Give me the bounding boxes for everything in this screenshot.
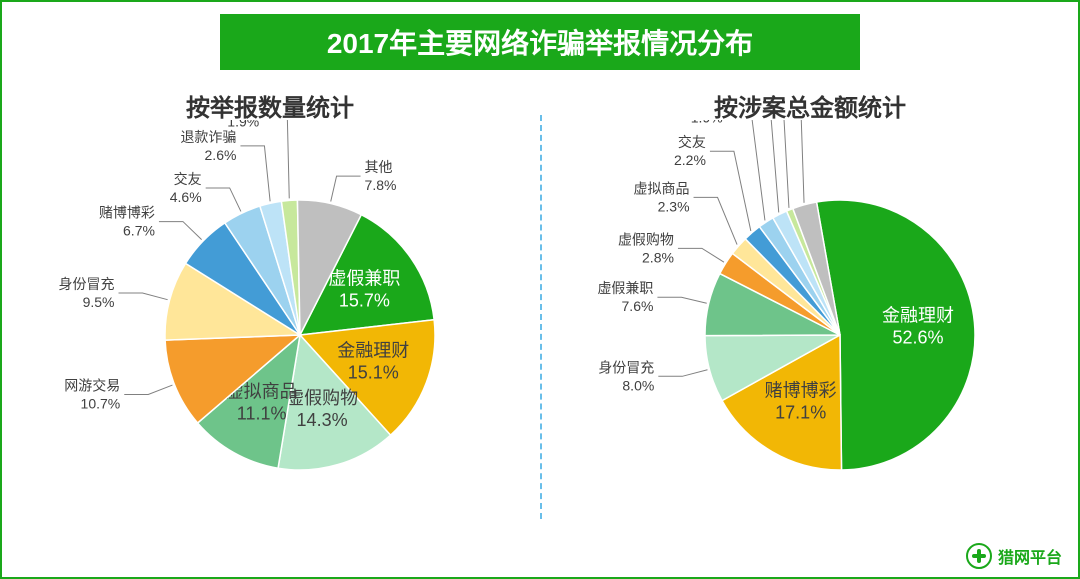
right-pie-chart: 金融理财52.6% 赌博博彩17.1% 身份冒充 8.0% 虚假兼职 7.6% 虚假购物 2.… — [540, 120, 1080, 530]
slice-pct: 7.8% — [365, 177, 397, 193]
slice-label: 交友 — [174, 171, 202, 187]
leader-line — [331, 176, 361, 201]
slice-pct: 7.6% — [622, 298, 654, 314]
leader-line — [743, 120, 779, 212]
slice-pct: 2.8% — [642, 249, 674, 265]
leader-line — [159, 222, 202, 240]
slice-label-inside: 金融理财 — [882, 306, 954, 326]
brand-name: 猎网平台 — [998, 544, 1062, 568]
slice-pct: 2.2% — [674, 152, 706, 168]
slice-pct: 2.6% — [205, 147, 237, 163]
leader-line — [240, 146, 270, 201]
slice-pct: 4.6% — [170, 189, 202, 205]
slice-label: 身份冒充 — [598, 359, 654, 375]
left-chart-zone: 虚假兼职15.7%金融理财15.1%虚假购物14.3%虚拟商品11.1%网游交易… — [0, 120, 540, 529]
slice-pct: 9.5% — [83, 294, 115, 310]
slice-label: 交友 — [678, 134, 706, 150]
left-subtitle: 按举报数量统计 — [0, 88, 540, 123]
leader-line — [119, 293, 168, 300]
slice-pct: 1.9% — [691, 120, 723, 126]
left-pie-chart: 虚假兼职15.7%金融理财15.1%虚假购物14.3%虚拟商品11.1%网游交易… — [0, 120, 540, 530]
slice-label-inside: 虚假兼职 — [328, 268, 400, 288]
slice-label: 虚拟商品 — [634, 180, 690, 196]
leader-line — [657, 297, 706, 303]
page-title: 2017年主要网络诈骗举报情况分布 — [220, 14, 860, 70]
leader-line — [206, 188, 241, 211]
slice-pct: 1.9% — [227, 120, 259, 130]
slice-pct-inside: 15.1% — [348, 363, 399, 383]
leader-line — [710, 151, 751, 231]
leader-line — [658, 370, 707, 377]
right-chart-zone: 金融理财52.6% 赌博博彩17.1% 身份冒充 8.0% 虚假兼职 7.6% 虚假购物 2.… — [540, 120, 1080, 529]
slice-label-inside: 金融理财 — [337, 341, 409, 361]
slice-pct: 6.7% — [123, 223, 155, 239]
slice-pct-inside: 11.1% — [237, 403, 287, 423]
leader-line — [124, 385, 172, 394]
slice-label: 退款诈骗 — [180, 129, 236, 145]
brand-logo-icon — [966, 543, 992, 569]
slice-pct-inside: 52.6% — [892, 328, 943, 348]
brand-logo: 猎网平台 — [966, 543, 1062, 569]
slice-label: 网游交易 — [64, 378, 120, 394]
leader-line — [263, 120, 289, 198]
slice-pct: 2.3% — [658, 198, 690, 214]
slice-pct: 8.0% — [622, 377, 654, 393]
leader-line — [678, 248, 724, 262]
slice-label: 身份冒充 — [59, 276, 115, 292]
slice-label: 赌博博彩 — [99, 205, 155, 221]
leader-line — [694, 197, 738, 244]
leader-line — [773, 120, 804, 203]
slice-pct-inside: 14.3% — [297, 410, 348, 430]
slice-label: 虚假购物 — [618, 231, 674, 247]
slice-label-inside: 赌博博彩 — [765, 381, 837, 401]
slice-pct: 10.7% — [81, 396, 121, 412]
slice-label: 虚假兼职 — [597, 280, 653, 296]
slice-label: 其他 — [365, 159, 393, 175]
slice-pct-inside: 15.7% — [339, 290, 390, 310]
slice-pct-inside: 17.1% — [775, 403, 826, 423]
right-subtitle: 按涉案总金额统计 — [540, 88, 1080, 123]
